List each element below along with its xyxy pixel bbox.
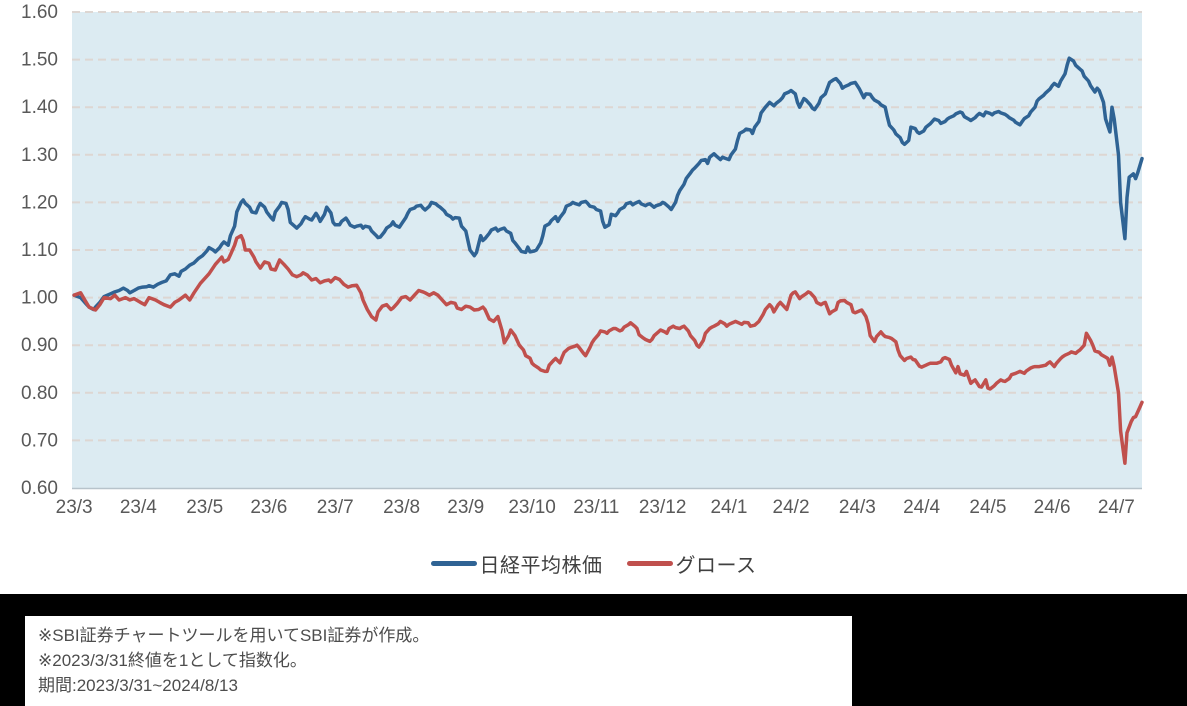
y-axis-tick-label: 1.40 <box>21 97 58 118</box>
y-axis-tick-label: 0.90 <box>21 335 58 356</box>
x-axis-tick-label: 23/6 <box>250 497 287 518</box>
legend-label-growth: グロース <box>675 554 757 577</box>
legend-item-nikkei: 日経平均株価 <box>430 549 603 578</box>
x-axis-tick-label: 23/3 <box>56 497 93 518</box>
footnote-period: 期間:2023/3/31~2024/8/13 <box>38 676 238 695</box>
y-axis-tick-label: 1.30 <box>21 145 58 166</box>
legend-swatch <box>626 560 673 566</box>
footnote-indexing: ※2023/3/31終値を1として指数化。 <box>38 651 307 670</box>
y-axis-tick-label: 1.00 <box>21 288 58 309</box>
x-axis-tick-label: 24/1 <box>710 497 747 518</box>
x-axis-tick-label: 23/11 <box>573 497 619 518</box>
x-axis-tick-label: 24/2 <box>773 497 810 518</box>
footnote-box: ※SBI証券チャートツールを用いてSBI証券が作成。 ※2023/3/31終値を… <box>25 616 852 706</box>
x-axis-tick-label: 23/10 <box>508 497 556 518</box>
series-line-2 <box>72 233 1144 465</box>
y-axis-tick-label: 1.10 <box>21 240 58 261</box>
legend-item-growth: グロース <box>626 549 757 578</box>
footer-band: ※SBI証券チャートツールを用いてSBI証券が作成。 ※2023/3/31終値を… <box>0 594 1187 706</box>
x-axis-tick-label: 23/4 <box>120 497 157 518</box>
y-axis-tick-label: 1.20 <box>21 192 58 213</box>
x-axis-tick-label: 24/7 <box>1098 497 1135 518</box>
x-axis-tick-label: 23/5 <box>186 497 223 518</box>
x-axis-tick-label: 23/8 <box>383 497 420 518</box>
series-line-1 <box>72 56 1144 312</box>
chart-legend: 日経平均株価 グロース <box>0 549 1187 577</box>
x-axis-tick-label: 23/7 <box>317 497 354 518</box>
y-axis-tick-label: 0.70 <box>21 430 58 451</box>
footnote-source: ※SBI証券チャートツールを用いてSBI証券が作成。 <box>38 626 430 645</box>
x-axis-tick-label: 23/12 <box>639 497 687 518</box>
x-axis-tick-label: 23/9 <box>447 497 484 518</box>
y-axis-tick-label: 1.60 <box>21 2 58 23</box>
x-axis-tick-label: 24/3 <box>839 497 876 518</box>
legend-label-nikkei: 日経平均株価 <box>479 554 603 577</box>
y-axis-tick-label: 0.60 <box>21 478 58 499</box>
x-axis-tick-label: 24/5 <box>969 497 1006 518</box>
chart-svg: 0.60 0.70 0.80 0.90 1.00 1.10 1.20 1.30 1.40 1.50… <box>21 2 1144 518</box>
y-axis-tick-label: 0.80 <box>21 383 58 404</box>
x-axis-tick-label: 24/6 <box>1034 497 1071 518</box>
legend-swatch <box>430 560 477 566</box>
y-axis-tick-label: 1.50 <box>21 50 58 71</box>
x-axis-tick-label: 24/4 <box>903 497 940 518</box>
